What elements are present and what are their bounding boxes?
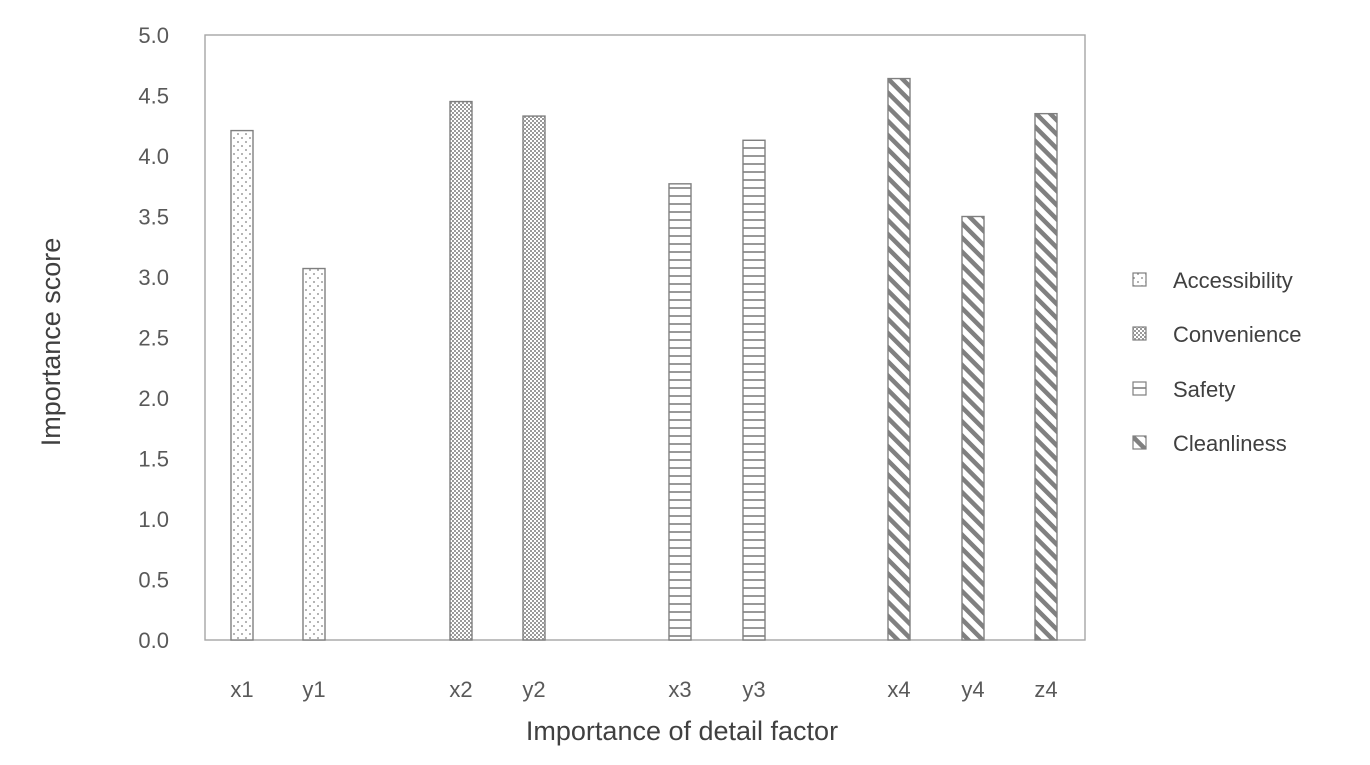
x-tick-label: y3 (742, 677, 765, 702)
legend-label: Convenience (1173, 322, 1301, 347)
bar-x3 (668, 183, 692, 641)
bar-x2 (449, 100, 473, 641)
bar-z4 (1034, 112, 1058, 641)
bar-y4 (961, 215, 985, 641)
y-tick-label: 4.0 (138, 144, 169, 169)
bar-y3 (742, 139, 766, 641)
legend-swatch (1132, 272, 1147, 287)
legend-label: Accessibility (1173, 268, 1293, 293)
x-tick-label: y2 (522, 677, 545, 702)
bar-x1 (230, 129, 254, 641)
legend-label: Safety (1173, 377, 1235, 402)
x-tick-label: y4 (961, 677, 984, 702)
y-tick-label: 5.0 (138, 23, 169, 48)
y-tick-label: 3.0 (138, 265, 169, 290)
x-axis-title: Importance of detail factor (526, 716, 838, 746)
legend-swatch (1132, 435, 1147, 450)
x-tick-label: x2 (449, 677, 472, 702)
y-tick-label: 2.5 (138, 326, 169, 351)
y-tick-label: 2.0 (138, 386, 169, 411)
legend-label: Cleanliness (1173, 431, 1287, 456)
x-tick-label: x1 (230, 677, 253, 702)
bar-y2 (522, 115, 546, 641)
y-tick-label: 1.0 (138, 507, 169, 532)
y-tick-label: 0.0 (138, 628, 169, 653)
x-tick-label: x3 (668, 677, 691, 702)
legend-swatch (1132, 326, 1147, 341)
y-tick-label: 0.5 (138, 568, 169, 593)
legend-swatch (1132, 381, 1147, 396)
bar-y1 (302, 267, 326, 641)
plot-frame (204, 34, 1086, 641)
bar-x4 (887, 77, 911, 641)
x-tick-label: z4 (1034, 677, 1057, 702)
x-tick-label: y1 (302, 677, 325, 702)
y-tick-label: 3.5 (138, 205, 169, 230)
y-axis-title: Importance score (36, 238, 66, 447)
y-tick-label: 1.5 (138, 447, 169, 472)
y-tick-label: 4.5 (138, 84, 169, 109)
x-tick-label: x4 (887, 677, 910, 702)
